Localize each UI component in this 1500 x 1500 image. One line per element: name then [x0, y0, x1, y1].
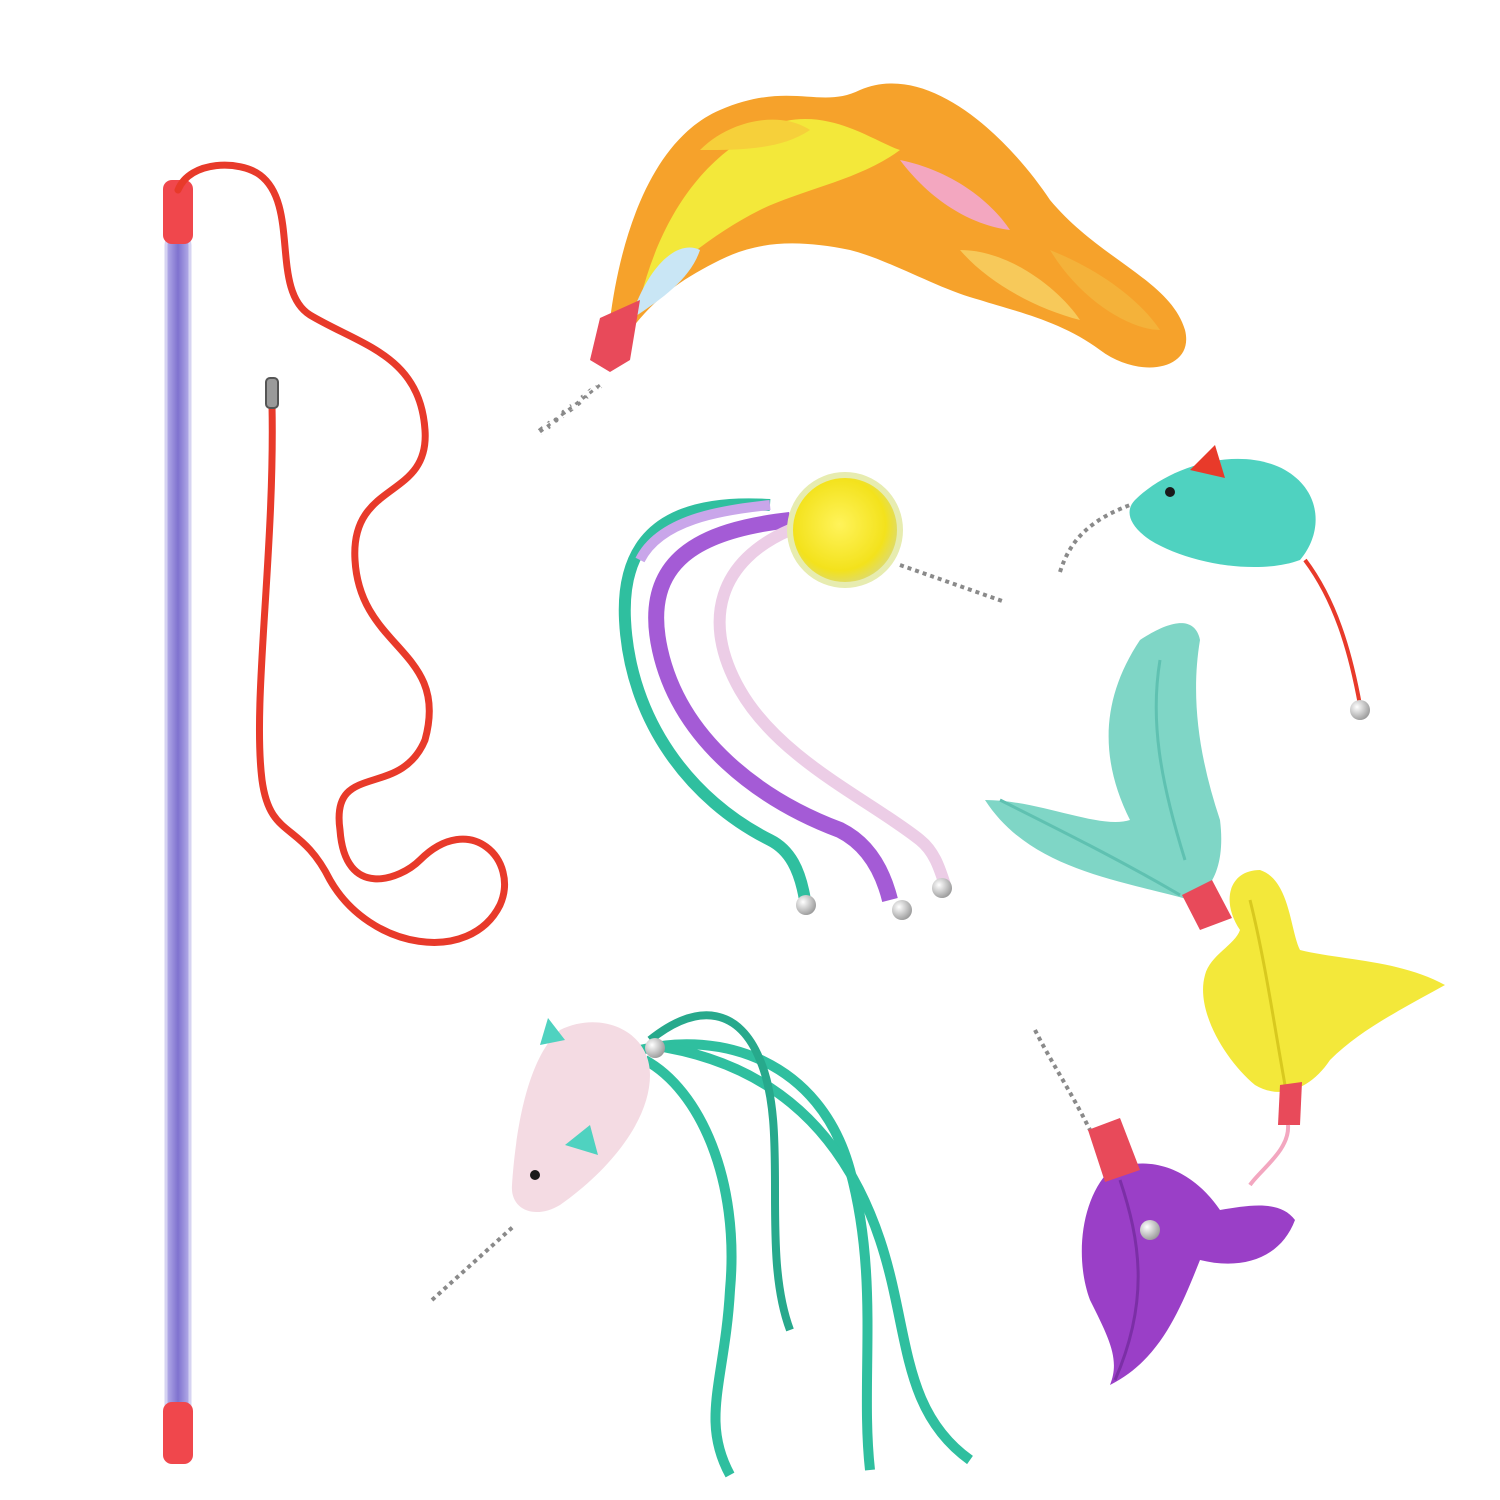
- purple-bell: [1140, 1220, 1160, 1240]
- pink-mouse-ribbon-2: [649, 1040, 973, 1465]
- cord-metal-clip: [265, 377, 279, 409]
- purple-feather-teaser: [1033, 1029, 1295, 1385]
- pink-mouse-ear-1: [540, 1018, 565, 1045]
- bell-1: [796, 895, 816, 915]
- teal-plush-mouse: [1058, 445, 1370, 720]
- cord-line: [174, 161, 508, 946]
- pink-mouse-ribbon-4: [647, 1011, 794, 1332]
- ribbon-teal: [618, 498, 811, 902]
- yellow-feather-cord: [1248, 1124, 1291, 1187]
- wand-top-cap: [163, 180, 193, 244]
- pink-mouse-eye: [530, 1170, 540, 1180]
- pink-mouse-body: [511, 1022, 650, 1213]
- teal-mouse-body: [1129, 458, 1316, 568]
- wand-bottom-cap: [163, 1402, 193, 1464]
- teal-feather-teaser: [985, 623, 1232, 930]
- yellow-feathers: [1203, 870, 1445, 1092]
- yellow-feather-red-cone: [1278, 1082, 1302, 1125]
- mouse-eye: [1165, 487, 1175, 497]
- teal-feathers: [985, 623, 1222, 900]
- pink-mouse-chain: [430, 1223, 517, 1302]
- wand-shaft: [164, 233, 192, 1462]
- purple-feather-red-cone: [1088, 1118, 1140, 1182]
- marabou-feather-tail: [537, 83, 1187, 435]
- pink-mouse-ribbon-3: [642, 1055, 737, 1478]
- feather-red-cone: [590, 300, 640, 372]
- yellow-pompom: [787, 472, 903, 588]
- purple-feather-chain: [1033, 1029, 1092, 1131]
- mouse-tail-cord: [1303, 558, 1362, 706]
- ribbon-purple: [648, 512, 898, 903]
- bell-2: [892, 900, 912, 920]
- mouse-tail-bell: [1350, 700, 1370, 720]
- pink-mouse-ribbon-teaser: [430, 1011, 973, 1478]
- wand-stick: [163, 180, 193, 1464]
- teal-feather-red-cone: [1182, 880, 1232, 930]
- bell-3: [932, 878, 952, 898]
- mouse-chain: [1058, 503, 1131, 573]
- yellow-feather-teaser: [1203, 870, 1445, 1187]
- purple-feathers: [1081, 1163, 1295, 1385]
- pompom-ribbon-teaser: [618, 472, 1006, 920]
- pink-mouse-ribbon-1: [638, 1039, 875, 1471]
- pink-mouse-ear-2: [565, 1125, 598, 1155]
- pink-mouse-bell: [645, 1038, 665, 1058]
- pompom-chain: [899, 563, 1006, 604]
- ribbon-pink: [713, 524, 951, 887]
- elastic-cord: [174, 161, 508, 946]
- mouse-red-ear: [1190, 445, 1225, 478]
